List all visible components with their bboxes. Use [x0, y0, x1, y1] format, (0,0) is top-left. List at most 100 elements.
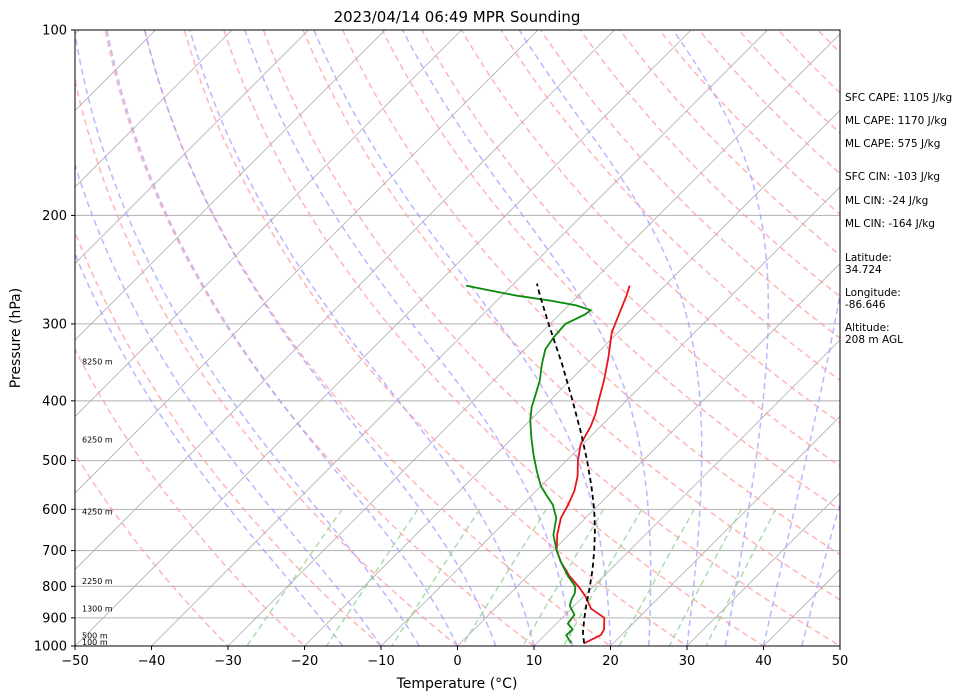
dry-adiabat [500, 30, 840, 382]
mixing-ratio-line [391, 508, 481, 646]
dry-adiabat [183, 30, 689, 646]
moist-adiabat [75, 251, 344, 646]
data-series [465, 283, 631, 645]
chart-title: 2023/04/14 06:49 MPR Sounding [334, 8, 581, 26]
mixing-ratio-line [522, 508, 605, 646]
mixing-ratio-line [325, 508, 419, 646]
x-tick-label: 50 [832, 654, 849, 669]
moist-adiabat [75, 30, 420, 646]
moist-adiabat [801, 501, 840, 646]
height-label: 2250 m [82, 577, 113, 586]
ml-cape-label: ML CAPE: 1170 J/kg [845, 115, 948, 127]
y-tick-label: 200 [42, 209, 67, 224]
ml-cape-label-2: ML CAPE: 575 J/kg [845, 138, 941, 150]
dry-adiabat [539, 30, 840, 340]
dry-adiabat [302, 30, 840, 601]
isotherm-line [75, 30, 157, 112]
x-tick-label: 10 [526, 654, 543, 669]
x-tick-label: 20 [602, 654, 619, 669]
y-tick-label: 500 [42, 454, 67, 469]
x-tick-label: −20 [291, 654, 318, 669]
x-tick-label: −10 [367, 654, 394, 669]
isotherm-line [150, 30, 769, 646]
height-label: 4250 m [82, 508, 113, 517]
moist-adiabat [143, 30, 497, 646]
dry-adiabat [341, 30, 840, 556]
x-axis-title: Temperature (°C) [396, 676, 518, 692]
y-tick-label: 1000 [34, 640, 67, 655]
mixing-ratio-line [668, 508, 742, 646]
x-tick-label: 40 [755, 654, 772, 669]
temperature-line [555, 285, 631, 645]
dry-adiabat [618, 30, 840, 257]
isotherm-line [456, 262, 840, 646]
dry-adiabat [460, 30, 840, 424]
isotherm-line [75, 30, 692, 646]
moist-adiabat [672, 30, 770, 646]
y-tick-label: 600 [42, 503, 67, 518]
height-label: 100 m [82, 638, 108, 647]
dry-adiabat [223, 30, 765, 646]
isotherm-line [533, 339, 840, 646]
dry-adiabat [381, 30, 840, 511]
y-tick-label: 100 [42, 24, 67, 39]
mixing-ratio-line [246, 508, 343, 646]
dry-adiabat [75, 76, 459, 646]
dry-adiabat [75, 347, 306, 646]
dry-adiabat [104, 30, 536, 646]
sfc-cin-label: SFC CIN: -103 J/kg [845, 171, 941, 183]
isotherm-line [75, 30, 539, 494]
isotherm-line [75, 30, 463, 418]
dry-adiabat [658, 30, 840, 216]
moist-adiabat [189, 30, 535, 646]
y-axis-title: Pressure (hPa) [8, 288, 24, 388]
moist-adiabat [762, 289, 840, 646]
moist-adiabat [244, 30, 574, 646]
moist-adiabat [75, 162, 382, 646]
y-axis: 1000 900 800 700 600 500 400 300 200 100 [34, 24, 75, 655]
parcel-line [536, 283, 596, 644]
isotherm-line [75, 30, 386, 341]
height-label: 500 m [82, 632, 108, 641]
x-tick-label: −30 [214, 654, 241, 669]
mixing-ratio-line [461, 508, 547, 646]
x-tick-label: −50 [61, 654, 88, 669]
mixing-ratio-line [705, 508, 777, 646]
dry-adiabat [421, 30, 840, 468]
isotherm-line [686, 492, 840, 646]
mixing-ratio-line [562, 508, 643, 646]
moist-adiabat [401, 30, 652, 646]
y-tick-label: 300 [42, 317, 67, 332]
height-label: 1300 m [82, 605, 113, 614]
moist-adiabat [313, 30, 612, 646]
y-tick-label: 700 [42, 544, 67, 559]
height-label: 6250 m [82, 435, 113, 444]
height-label: 8250 m [82, 357, 113, 366]
isotherm-line [609, 415, 840, 646]
isotherm-line [75, 30, 616, 571]
dry-adiabat [262, 30, 840, 646]
dry-adiabat [75, 452, 230, 646]
x-axis: −50 −40 −30 −20 −10 0 10 20 30 40 50 [61, 646, 848, 669]
longitude-label: Longitude: -86.646 [845, 287, 901, 311]
mixing-ratio-line [618, 508, 695, 646]
x-tick-label: −40 [138, 654, 165, 669]
ml-cin-label-2: ML CIN: -164 J/kg [845, 218, 935, 230]
y-tick-label: 800 [42, 580, 67, 595]
x-tick-label: 30 [679, 654, 696, 669]
y-tick-label: 900 [42, 611, 67, 626]
reference-lines [75, 30, 840, 646]
dewpoint-line [465, 284, 593, 644]
sfc-cape-label: SFC CAPE: 1105 J/kg [845, 92, 953, 104]
moist-adiabat [106, 30, 459, 646]
isotherm-line [303, 109, 840, 646]
ml-cin-label: ML CIN: -24 J/kg [845, 195, 929, 207]
dry-adiabat [75, 229, 383, 646]
latitude-label: Latitude: 34.724 [845, 252, 892, 276]
x-tick-label: 0 [453, 654, 461, 669]
isotherm-line [75, 30, 310, 265]
isotherm-line [75, 30, 233, 188]
isotherm-line [380, 186, 840, 646]
